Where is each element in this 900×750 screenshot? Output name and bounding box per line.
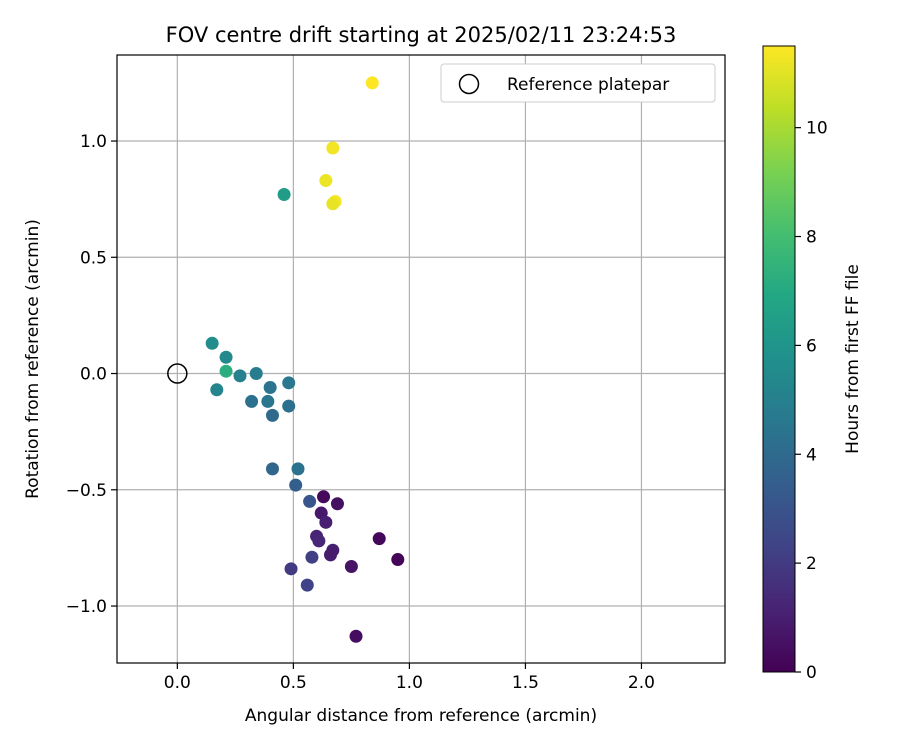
data-point [233, 369, 247, 383]
data-point [391, 553, 405, 567]
data-point [249, 367, 263, 381]
axis-ticks: 0.0 0.5 1.0 1.5 2.0 −1.0 −0.5 0.0 0.5 1.0 [66, 132, 655, 693]
data-point [305, 550, 319, 564]
reference-point-marker [167, 363, 188, 384]
chart-title: FOV centre drift starting at 2025/02/11 … [166, 23, 677, 47]
data-point [205, 336, 219, 350]
x-tick-label: 2.0 [628, 673, 655, 693]
data-point [326, 141, 340, 155]
data-point [319, 515, 333, 529]
colorbar-ticks: 0 2 4 6 8 10 [795, 119, 828, 683]
data-point [291, 462, 305, 476]
data-point [326, 197, 340, 211]
data-point [210, 383, 224, 397]
data-point [319, 174, 333, 188]
data-point [219, 350, 233, 364]
data-point [349, 629, 363, 643]
plot-frame [116, 54, 726, 664]
legend-box [440, 63, 716, 103]
data-point [265, 408, 279, 422]
data-point [245, 394, 259, 408]
colorbar-tick-label: 10 [806, 119, 828, 139]
data-points [205, 76, 405, 643]
grid [117, 55, 725, 663]
y-axis-label: Rotation from reference (arcmin) [23, 219, 43, 499]
data-point [330, 497, 344, 511]
colorbar-tick-label: 2 [806, 554, 817, 574]
x-tick-label: 1.5 [512, 673, 539, 693]
y-tick-label: −1.0 [66, 597, 107, 617]
data-point [300, 578, 314, 592]
data-point [323, 548, 337, 562]
data-point [372, 532, 386, 546]
data-point [263, 380, 277, 394]
data-point [312, 534, 326, 548]
legend-entry-reference-platepar: Reference platepar [507, 75, 669, 95]
colorbar-tick-label: 4 [806, 445, 817, 465]
plot-area [117, 55, 725, 663]
data-point [317, 490, 331, 504]
legend-marker [458, 73, 480, 95]
x-axis-label: Angular distance from reference (arcmin) [245, 706, 597, 726]
colorbar-gradient [762, 45, 796, 673]
data-point [284, 562, 298, 576]
data-point [265, 462, 279, 476]
data-point [219, 364, 233, 378]
data-point [282, 399, 296, 413]
y-tick-label: −0.5 [66, 481, 107, 501]
colorbar-label: Hours from first FF file [843, 264, 863, 454]
x-tick-label: 0.5 [280, 673, 307, 693]
y-tick-label: 0.5 [80, 248, 107, 268]
data-point [303, 494, 317, 508]
colorbar-tick-label: 0 [806, 663, 817, 683]
x-tick-label: 0.0 [164, 673, 191, 693]
data-point [282, 376, 296, 390]
y-tick-label: 1.0 [80, 132, 107, 152]
legend: Reference platepar [440, 63, 716, 103]
colorbar: 0 2 4 6 8 10 Hours from first FF file [762, 45, 863, 683]
data-point [365, 76, 379, 90]
colorbar-tick-label: 6 [806, 336, 817, 356]
data-point [261, 394, 275, 408]
y-tick-label: 0.0 [80, 365, 107, 385]
data-point [289, 478, 303, 492]
x-tick-label: 1.0 [396, 673, 423, 693]
data-point [344, 560, 358, 574]
colorbar-tick-label: 8 [806, 228, 817, 248]
data-point [277, 188, 291, 202]
